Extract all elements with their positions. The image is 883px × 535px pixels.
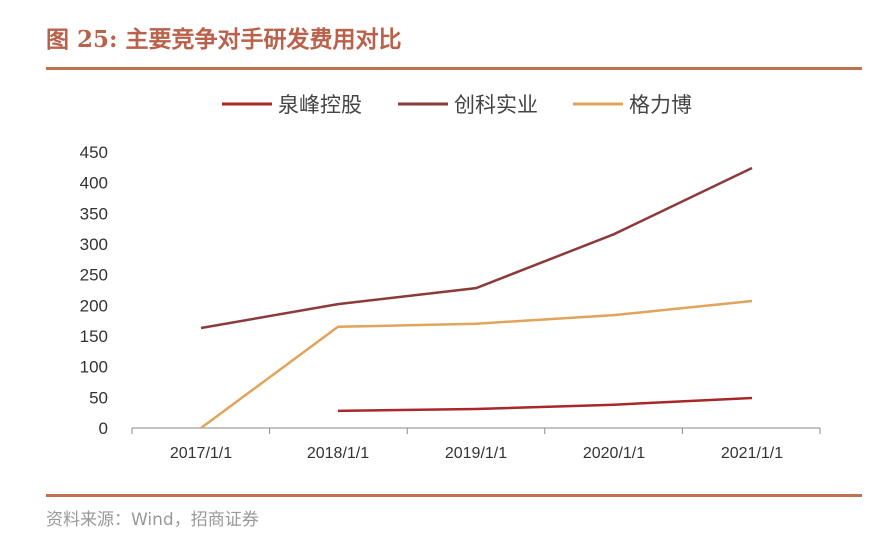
y-tick-label: 50 [89, 388, 108, 407]
source-rule [46, 494, 862, 497]
title-rule [46, 67, 862, 70]
legend-label: 创科实业 [454, 93, 538, 117]
x-tick-label: 2019/1/1 [445, 445, 507, 462]
x-tick-label: 2018/1/1 [307, 445, 369, 462]
figure-title: 图 25: 主要竞争对手研发费用对比 [46, 26, 402, 53]
source-note: 资料来源：Wind，招商证券 [46, 510, 259, 530]
y-tick-label: 150 [80, 327, 108, 346]
y-tick-label: 350 [80, 204, 108, 223]
legend-label: 泉峰控股 [278, 93, 362, 117]
series-line-2 [200, 166, 753, 330]
series-line-1 [337, 396, 753, 413]
y-tick-label: 400 [80, 174, 108, 193]
y-tick-label: 0 [99, 419, 108, 438]
x-tick-label: 2020/1/1 [583, 445, 645, 462]
y-tick-label: 300 [80, 235, 108, 254]
y-tick-label: 100 [80, 358, 108, 377]
legend-label: 格力博 [629, 93, 692, 117]
y-tick-label: 250 [80, 266, 108, 285]
x-tick-label: 2017/1/1 [170, 445, 232, 462]
x-tick-label: 2021/1/1 [721, 445, 783, 462]
y-tick-label: 450 [80, 143, 108, 162]
y-tick-label: 200 [80, 296, 108, 315]
